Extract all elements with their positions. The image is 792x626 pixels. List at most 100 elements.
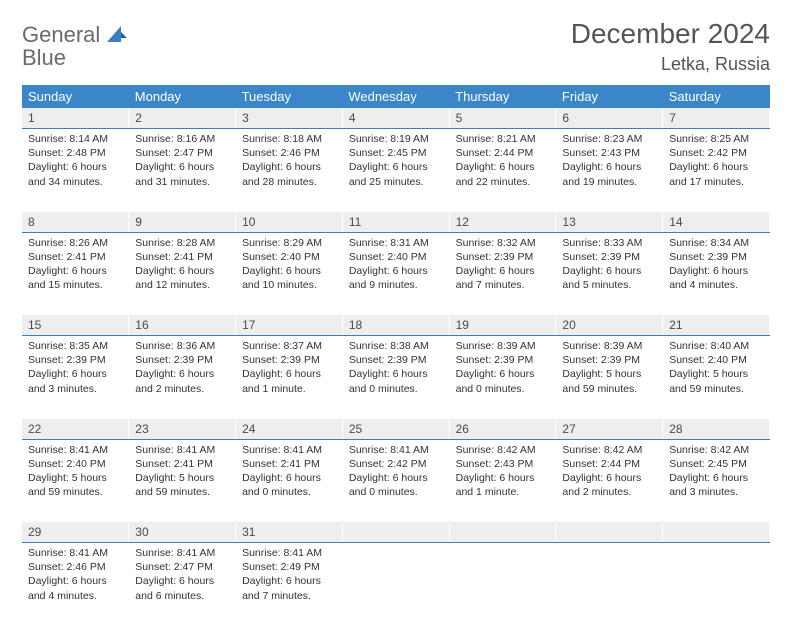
daylight-text: Daylight: 6 hours [456,160,550,174]
day-cell: Sunrise: 8:41 AMSunset: 2:49 PMDaylight:… [236,543,343,626]
sunrise-text: Sunrise: 8:31 AM [349,236,443,250]
sunset-text: Sunset: 2:43 PM [456,457,550,471]
sunrise-text: Sunrise: 8:39 AM [562,339,656,353]
daylight-text: and 7 minutes. [242,589,336,603]
sunrise-text: Sunrise: 8:29 AM [242,236,336,250]
daylight-text: and 3 minutes. [669,485,763,499]
sunset-text: Sunset: 2:47 PM [135,146,229,160]
daylight-text: Daylight: 6 hours [135,160,229,174]
day-number: 19 [449,315,556,336]
sunset-text: Sunset: 2:45 PM [669,457,763,471]
daylight-text: Daylight: 6 hours [669,471,763,485]
sunset-text: Sunset: 2:43 PM [562,146,656,160]
header: General Blue December 2024 Letka, Russia [22,18,770,75]
daylight-text: and 7 minutes. [456,278,550,292]
day-cell: Sunrise: 8:42 AMSunset: 2:45 PMDaylight:… [663,439,770,522]
daylight-text: and 12 minutes. [135,278,229,292]
sunrise-text: Sunrise: 8:32 AM [456,236,550,250]
sunrise-text: Sunrise: 8:21 AM [456,132,550,146]
logo-text: General Blue [22,24,127,70]
sunset-text: Sunset: 2:46 PM [242,146,336,160]
daylight-text: Daylight: 5 hours [135,471,229,485]
sunset-text: Sunset: 2:44 PM [456,146,550,160]
weekday-header: Tuesday [236,85,343,108]
month-title: December 2024 [571,18,770,50]
sunset-text: Sunset: 2:42 PM [349,457,443,471]
day-number [663,522,770,543]
day-cell [449,543,556,626]
day-cell: Sunrise: 8:23 AMSunset: 2:43 PMDaylight:… [556,129,663,212]
sunset-text: Sunset: 2:47 PM [135,560,229,574]
daylight-text: and 17 minutes. [669,175,763,189]
sunrise-text: Sunrise: 8:28 AM [135,236,229,250]
day-cell: Sunrise: 8:18 AMSunset: 2:46 PMDaylight:… [236,129,343,212]
day-number: 16 [129,315,236,336]
sunset-text: Sunset: 2:40 PM [242,250,336,264]
sunset-text: Sunset: 2:39 PM [562,250,656,264]
daylight-text: Daylight: 6 hours [28,574,122,588]
daylight-text: and 19 minutes. [562,175,656,189]
day-number: 2 [129,108,236,129]
weekday-header: Saturday [663,85,770,108]
daylight-text: and 31 minutes. [135,175,229,189]
sunset-text: Sunset: 2:39 PM [28,353,122,367]
day-cell: Sunrise: 8:19 AMSunset: 2:45 PMDaylight:… [342,129,449,212]
day-cell: Sunrise: 8:41 AMSunset: 2:41 PMDaylight:… [236,439,343,522]
day-cell: Sunrise: 8:29 AMSunset: 2:40 PMDaylight:… [236,232,343,315]
sunset-text: Sunset: 2:39 PM [135,353,229,367]
sunset-text: Sunset: 2:39 PM [242,353,336,367]
daylight-text: Daylight: 6 hours [349,367,443,381]
weekday-header-row: Sunday Monday Tuesday Wednesday Thursday… [22,85,770,108]
daylight-text: Daylight: 6 hours [135,264,229,278]
day-number: 24 [236,419,343,440]
day-cell: Sunrise: 8:26 AMSunset: 2:41 PMDaylight:… [22,232,129,315]
daylight-text: Daylight: 6 hours [456,367,550,381]
day-number: 10 [236,212,343,233]
sunrise-text: Sunrise: 8:36 AM [135,339,229,353]
sunset-text: Sunset: 2:46 PM [28,560,122,574]
daylight-text: Daylight: 6 hours [669,264,763,278]
daylight-text: Daylight: 6 hours [562,471,656,485]
day-content-row: Sunrise: 8:14 AMSunset: 2:48 PMDaylight:… [22,129,770,212]
day-cell: Sunrise: 8:32 AMSunset: 2:39 PMDaylight:… [449,232,556,315]
weekday-header: Friday [556,85,663,108]
sunset-text: Sunset: 2:42 PM [669,146,763,160]
sunrise-text: Sunrise: 8:35 AM [28,339,122,353]
daylight-text: and 4 minutes. [669,278,763,292]
weekday-header: Sunday [22,85,129,108]
day-number: 12 [449,212,556,233]
daylight-text: Daylight: 6 hours [242,160,336,174]
sunrise-text: Sunrise: 8:14 AM [28,132,122,146]
daylight-text: Daylight: 5 hours [562,367,656,381]
day-number: 18 [342,315,449,336]
day-number: 20 [556,315,663,336]
day-cell: Sunrise: 8:42 AMSunset: 2:43 PMDaylight:… [449,439,556,522]
sunset-text: Sunset: 2:40 PM [349,250,443,264]
sunset-text: Sunset: 2:39 PM [456,353,550,367]
logo-word-2: Blue [22,45,66,70]
day-cell: Sunrise: 8:39 AMSunset: 2:39 PMDaylight:… [556,336,663,419]
day-cell: Sunrise: 8:36 AMSunset: 2:39 PMDaylight:… [129,336,236,419]
daylight-text: Daylight: 6 hours [562,264,656,278]
day-cell: Sunrise: 8:41 AMSunset: 2:41 PMDaylight:… [129,439,236,522]
daylight-text: and 3 minutes. [28,382,122,396]
day-cell: Sunrise: 8:42 AMSunset: 2:44 PMDaylight:… [556,439,663,522]
day-number [556,522,663,543]
sunrise-text: Sunrise: 8:41 AM [135,443,229,457]
daylight-text: Daylight: 6 hours [242,471,336,485]
daylight-text: and 10 minutes. [242,278,336,292]
day-cell: Sunrise: 8:39 AMSunset: 2:39 PMDaylight:… [449,336,556,419]
daylight-text: Daylight: 6 hours [669,160,763,174]
sunrise-text: Sunrise: 8:37 AM [242,339,336,353]
daylight-text: and 15 minutes. [28,278,122,292]
sunset-text: Sunset: 2:39 PM [349,353,443,367]
sunset-text: Sunset: 2:41 PM [135,250,229,264]
daylight-text: and 5 minutes. [562,278,656,292]
day-cell: Sunrise: 8:16 AMSunset: 2:47 PMDaylight:… [129,129,236,212]
logo-word-1: General [22,22,100,47]
daylight-text: Daylight: 6 hours [242,574,336,588]
daylight-text: and 22 minutes. [456,175,550,189]
daylight-text: Daylight: 6 hours [135,367,229,381]
day-content-row: Sunrise: 8:26 AMSunset: 2:41 PMDaylight:… [22,232,770,315]
day-cell: Sunrise: 8:41 AMSunset: 2:46 PMDaylight:… [22,543,129,626]
